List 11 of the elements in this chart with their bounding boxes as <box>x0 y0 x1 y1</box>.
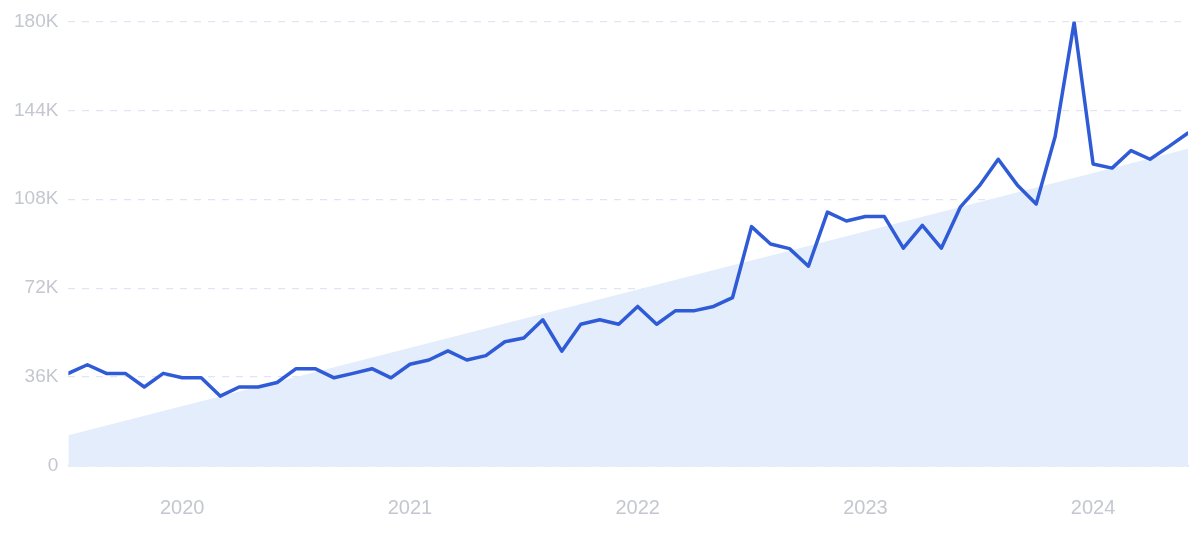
x-tick-label: 2020 <box>159 495 205 518</box>
y-tick-label: 180K <box>14 9 59 31</box>
y-tick-label: 0 <box>47 454 59 476</box>
y-tick-label: 108K <box>14 187 59 209</box>
y-tick-label: 36K <box>24 365 59 387</box>
x-tick-label: 2022 <box>615 495 660 518</box>
y-tick-label: 144K <box>14 98 59 120</box>
x-tick-label: 2021 <box>387 495 433 518</box>
y-tick-label: 72K <box>24 276 59 298</box>
x-tick-label: 2023 <box>843 495 888 518</box>
x-tick-label: 2024 <box>1070 495 1116 518</box>
